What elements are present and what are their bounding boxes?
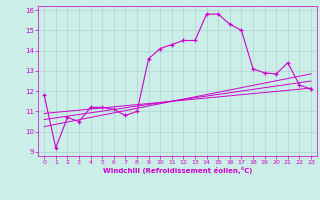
X-axis label: Windchill (Refroidissement éolien,°C): Windchill (Refroidissement éolien,°C) xyxy=(103,167,252,174)
